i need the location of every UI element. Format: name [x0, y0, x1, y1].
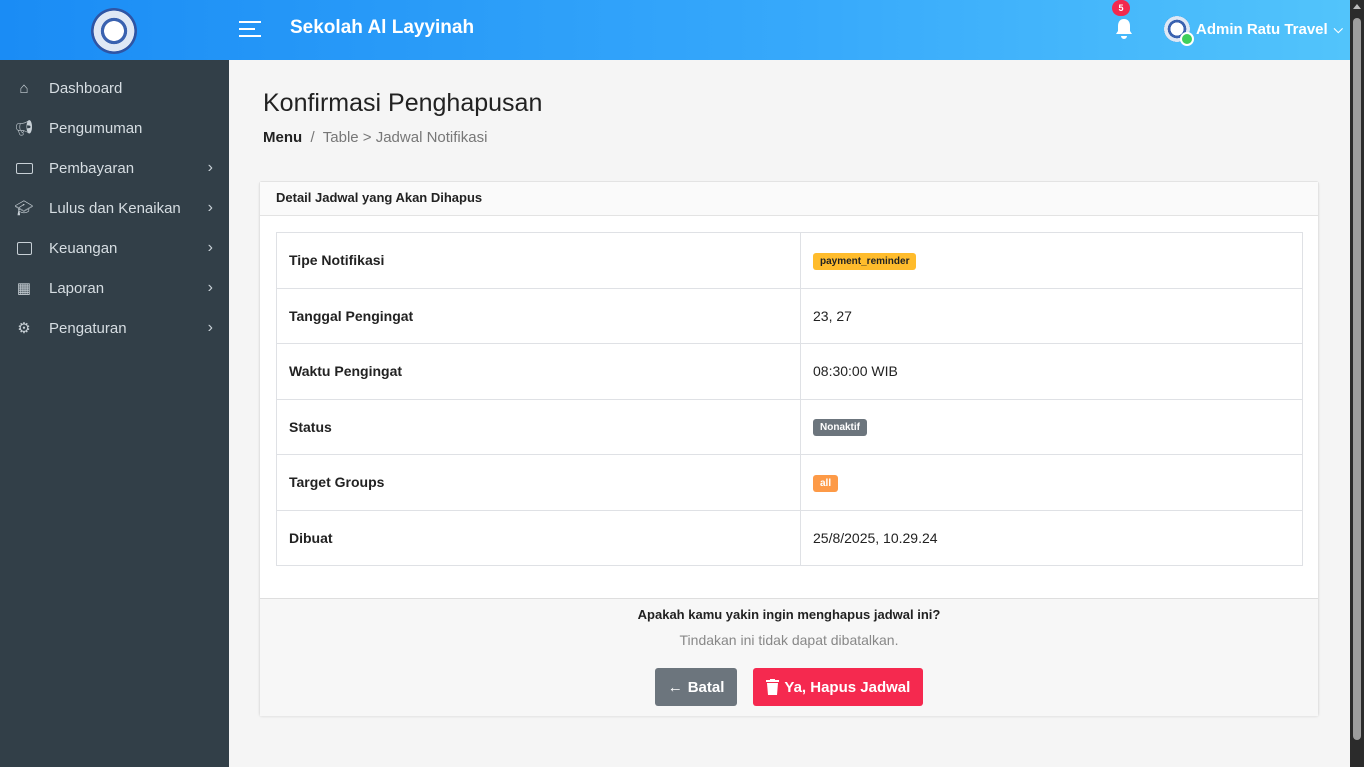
sidebar-item-pengaturan[interactable]: ⚙ Pengaturan ›	[0, 308, 229, 348]
graduation-cap-icon: 🎓︎	[14, 200, 34, 217]
sidebar-item-pembayaran[interactable]: Pembayaran ›	[0, 148, 229, 188]
delete-button[interactable]: Ya, Hapus Jadwal	[753, 668, 924, 706]
breadcrumb-current: Table > Jadwal Notifikasi	[322, 129, 488, 146]
home-icon: ⌂	[19, 79, 29, 97]
row-label: Waktu Pengingat	[276, 343, 801, 400]
row-label: Status	[276, 398, 801, 455]
sidebar-item-label: Pengumuman	[49, 119, 143, 137]
wallet-icon	[15, 239, 33, 257]
type-badge: payment_reminder	[813, 252, 917, 270]
row-label: Target Groups	[276, 454, 801, 511]
target-group-badge: all	[813, 474, 839, 492]
calendar-icon: ▦	[16, 280, 32, 297]
sidebar: ⌂ Dashboard 📢︎ Pengumuman Pembayaran › 🎓︎ Lu…	[0, 60, 229, 767]
table-row: Dibuat 25/8/2025, 10.29.24	[276, 509, 1303, 566]
sidebar-item-label: Lulus dan Kenaikan	[49, 199, 181, 217]
sidebar-item-label: Keuangan	[49, 239, 118, 257]
top-navbar: Sekolah Al Layyinah 5 Admin Ratu Travel …	[0, 0, 1350, 60]
app-title: Sekolah Al Layyinah	[290, 17, 475, 38]
notification-badge: 5	[1112, 0, 1130, 16]
row-value: all	[800, 454, 1303, 511]
sidebar-item-pengumuman[interactable]: 📢︎ Pengumuman	[0, 108, 229, 148]
scrollbar[interactable]	[1350, 0, 1364, 767]
sidebar-item-laporan[interactable]: ▦ Laporan ›	[0, 268, 229, 308]
chevron-right-icon: ›	[207, 159, 213, 176]
breadcrumb-separator: /	[310, 129, 315, 146]
row-value: 25/8/2025, 10.29.24	[800, 509, 1303, 566]
money-icon	[15, 159, 33, 177]
confirm-footer: Apakah kamu yakin ingin menghapus jadwal…	[260, 598, 1318, 716]
sidebar-item-lulus-dan-kenaikan[interactable]: 🎓︎ Lulus dan Kenaikan ›	[0, 188, 229, 228]
breadcrumb: Menu / Table > Jadwal Notifikasi	[263, 129, 487, 146]
detail-table: Tipe Notifikasi payment_reminder Tanggal …	[276, 232, 1303, 566]
megaphone-icon: 📢︎	[14, 120, 34, 137]
breadcrumb-root[interactable]: Menu	[263, 129, 303, 146]
status-badge: Nonaktif	[813, 419, 867, 437]
chevron-right-icon: ›	[207, 319, 213, 336]
sidebar-item-label: Laporan	[49, 279, 105, 297]
cancel-label: Batal	[687, 678, 725, 696]
page-title: Konfirmasi Penghapusan	[263, 89, 543, 117]
confirm-question: Apakah kamu yakin ingin menghapus jadwal…	[637, 607, 941, 622]
table-row: Waktu Pengingat 08:30:00 WIB	[276, 343, 1303, 400]
chevron-right-icon: ›	[207, 239, 213, 256]
gear-icon: ⚙	[17, 320, 31, 337]
arrow-left-icon: ←	[667, 678, 683, 696]
sidebar-item-label: Pembayaran	[49, 159, 135, 177]
chevron-right-icon: ›	[207, 199, 213, 216]
cancel-button[interactable]: ← Batal	[654, 668, 738, 706]
table-row: Tipe Notifikasi payment_reminder	[276, 232, 1303, 289]
detail-card: Detail Jadwal yang Akan Dihapus Tipe Not…	[259, 181, 1319, 716]
menu-toggle-icon[interactable]	[239, 21, 261, 39]
delete-label: Ya, Hapus Jadwal	[784, 678, 911, 696]
row-value: Nonaktif	[800, 398, 1303, 455]
table-row: Tanggal Pengingat 23, 27	[276, 287, 1303, 344]
table-row: Target Groups all	[276, 454, 1303, 511]
row-value: 23, 27	[800, 287, 1303, 344]
row-value: 08:30:00 WIB	[800, 343, 1303, 400]
confirm-warning: Tindakan ini tidak dapat dibatalkan.	[679, 632, 899, 648]
sidebar-item-dashboard[interactable]: ⌂ Dashboard	[0, 68, 229, 108]
avatar	[1164, 16, 1194, 46]
sidebar-item-keuangan[interactable]: Keuangan ›	[0, 228, 229, 268]
sidebar-item-label: Pengaturan	[49, 319, 127, 337]
chevron-down-icon: ⌵	[1333, 21, 1343, 36]
table-row: Status Nonaktif	[276, 398, 1303, 455]
trash-icon	[766, 679, 780, 695]
bell-icon[interactable]	[1114, 18, 1134, 40]
user-menu[interactable]: Admin Ratu Travel ⌵	[1164, 16, 1343, 46]
sidebar-item-label: Dashboard	[49, 79, 123, 97]
card-title: Detail Jadwal yang Akan Dihapus	[260, 182, 1318, 216]
chevron-right-icon: ›	[207, 279, 213, 296]
school-logo[interactable]	[91, 8, 137, 54]
row-value: payment_reminder	[800, 232, 1303, 289]
user-name: Admin Ratu Travel	[1196, 20, 1328, 38]
row-label: Tanggal Pengingat	[276, 287, 801, 344]
row-label: Tipe Notifikasi	[276, 232, 801, 289]
row-label: Dibuat	[276, 509, 801, 566]
